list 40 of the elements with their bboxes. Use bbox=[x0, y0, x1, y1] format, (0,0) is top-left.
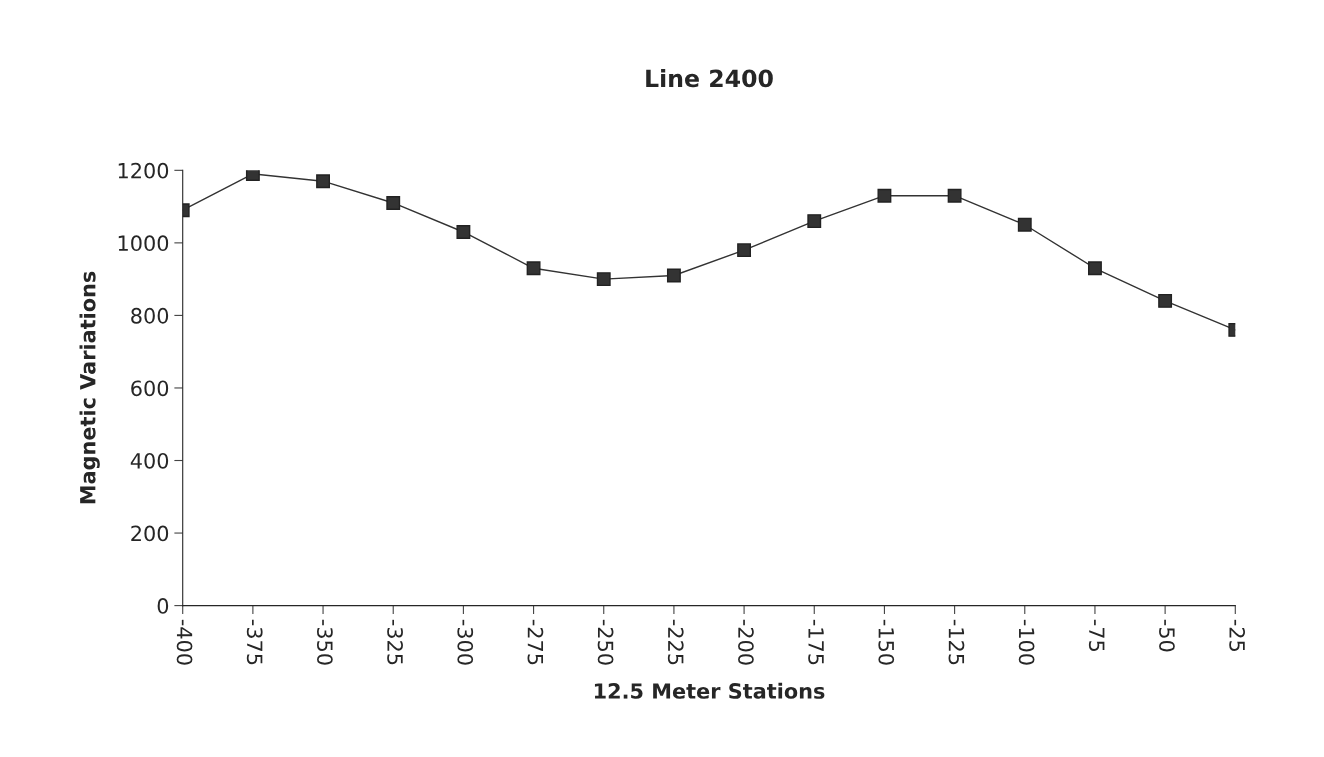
point bbox=[456, 225, 471, 239]
point bbox=[1158, 293, 1173, 308]
x-axis-title: 12.5 Meter Stations bbox=[594, 682, 825, 699]
point bbox=[737, 243, 752, 258]
x-tick-label: -300 bbox=[457, 619, 474, 665]
y-tick-label: 200 bbox=[131, 525, 169, 542]
x-tick-label: -250 bbox=[597, 619, 614, 665]
x-tick-label: -50 bbox=[1159, 619, 1175, 652]
point bbox=[596, 272, 611, 287]
y-tick-label: 1200 bbox=[118, 162, 169, 179]
point bbox=[1088, 261, 1102, 276]
x-tick-label: -350 bbox=[317, 619, 333, 665]
y-tick-label: 600 bbox=[131, 380, 169, 397]
x-tick-label: -225 bbox=[667, 619, 684, 665]
y-axis-title: Magnetic Variations bbox=[79, 271, 100, 504]
x-tick-label: -150 bbox=[878, 619, 895, 665]
y-tick-label: 400 bbox=[130, 452, 169, 469]
point bbox=[666, 268, 681, 283]
y-tick-label: 0 bbox=[157, 598, 169, 614]
x-tick-label: -400 bbox=[176, 619, 193, 665]
y-tick-label: 1000 bbox=[118, 235, 169, 252]
x-tick-label: -175 bbox=[808, 619, 824, 665]
x-tick-label: -275 bbox=[527, 619, 544, 665]
point bbox=[526, 261, 541, 276]
x-tick-label: -200 bbox=[738, 619, 754, 665]
point bbox=[947, 188, 962, 203]
point bbox=[877, 188, 892, 203]
x-tick-label: -125 bbox=[948, 619, 965, 665]
chart-title: Line 2400 bbox=[646, 69, 773, 88]
point bbox=[245, 170, 260, 181]
x-tick-label: -25 bbox=[1229, 619, 1246, 651]
point bbox=[386, 196, 401, 210]
point bbox=[807, 214, 822, 229]
y-tick-label: 800 bbox=[131, 307, 169, 324]
x-tick-label: -100 bbox=[1018, 619, 1035, 665]
x-tick-label: -325 bbox=[387, 619, 403, 665]
x-tick-label: -375 bbox=[246, 619, 263, 665]
point bbox=[316, 174, 331, 189]
point bbox=[1017, 217, 1032, 232]
x-tick-label: -75 bbox=[1088, 619, 1105, 651]
